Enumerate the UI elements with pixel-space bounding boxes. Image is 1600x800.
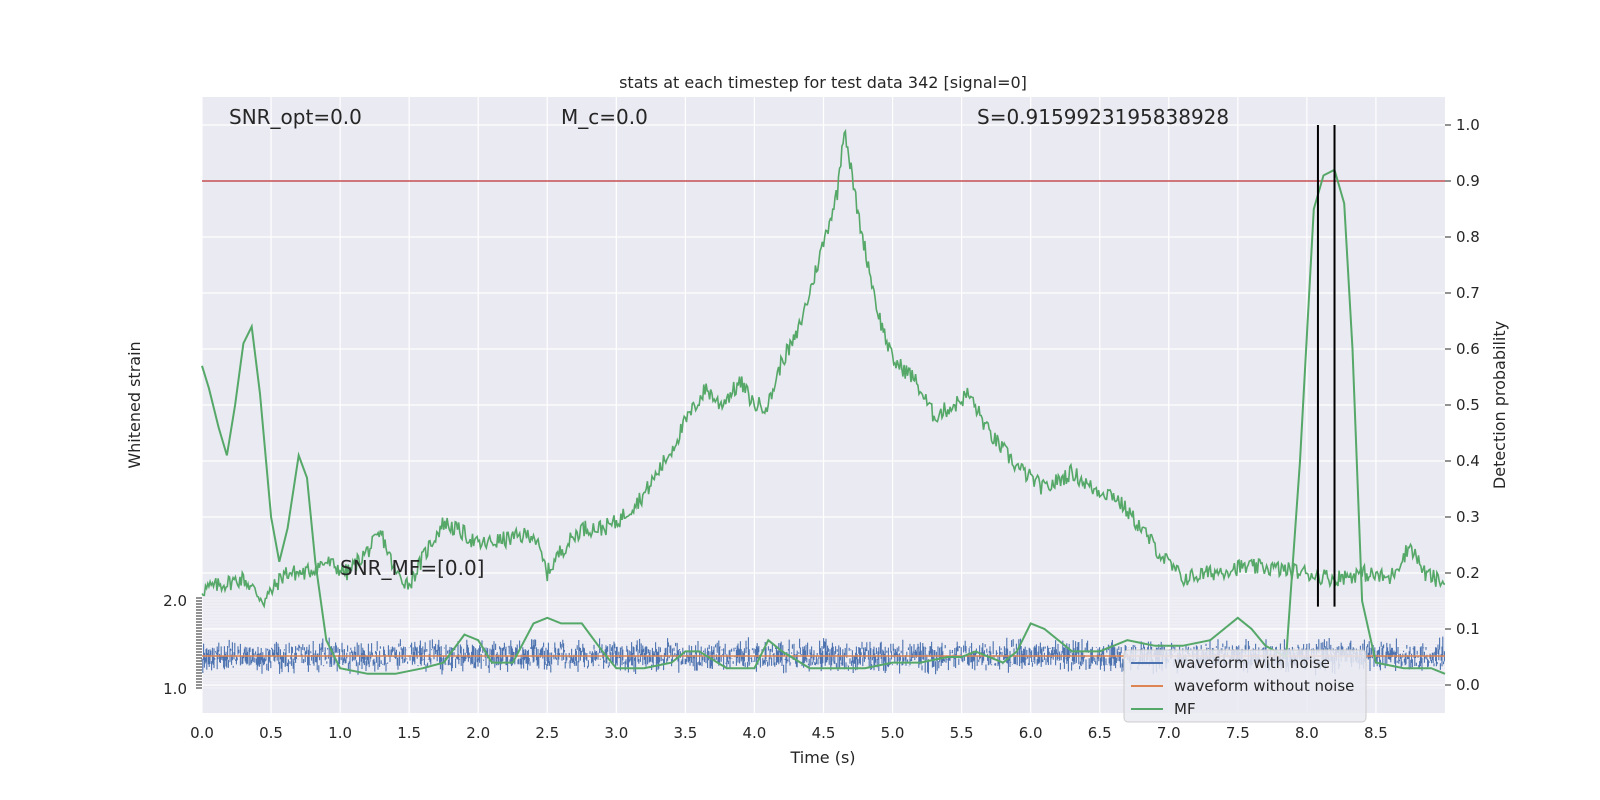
x-tick-label: 4.0: [743, 724, 767, 742]
x-axis-label: Time (s): [789, 748, 855, 767]
right-tick-label: 0.9: [1456, 172, 1480, 190]
x-tick-label: 3.5: [673, 724, 697, 742]
right-tick-label: 0.4: [1456, 452, 1480, 470]
x-tick-label: 0.0: [190, 724, 214, 742]
left-axis-label: Whitened strain: [125, 341, 144, 468]
x-tick-label: 0.5: [259, 724, 283, 742]
annotation-mc: M_c=0.0: [561, 105, 648, 129]
x-tick-label: 1.0: [328, 724, 352, 742]
vertical-markers: [1316, 125, 1336, 607]
left-tick-top: 2.0: [163, 592, 187, 610]
annotation-s: S=0.9159923195838928: [977, 105, 1229, 129]
right-tick-label: 0.6: [1456, 340, 1480, 358]
right-axis-label: Detection probability: [1490, 321, 1509, 489]
x-tick-label: 2.0: [466, 724, 490, 742]
annotation-snr-mf: SNR_MF=[0.0]: [340, 556, 484, 580]
x-tick-label: 8.0: [1295, 724, 1319, 742]
right-axis-ticks: 0.0 0.1 0.2 0.3 0.4 0.5 0.6 0.7 0.8 0.9 1.0: [1445, 116, 1480, 694]
x-tick-label: 7.0: [1157, 724, 1181, 742]
x-tick-label: 3.0: [604, 724, 628, 742]
right-tick-label: 0.8: [1456, 228, 1480, 246]
x-tick-label: 7.5: [1226, 724, 1250, 742]
x-tick-label: 4.5: [812, 724, 836, 742]
right-tick-label: 0.7: [1456, 284, 1480, 302]
right-tick-label: 0.2: [1456, 564, 1480, 582]
x-tick-label: 5.0: [881, 724, 905, 742]
x-tick-label: 6.5: [1088, 724, 1112, 742]
right-tick-label: 0.5: [1456, 396, 1480, 414]
x-tick-label: 2.5: [535, 724, 559, 742]
legend-label-waveform-with-noise: waveform with noise: [1174, 654, 1330, 672]
left-tick-bottom: 1.0: [163, 680, 187, 698]
x-tick-label: 5.5: [950, 724, 974, 742]
legend-label-waveform-without-noise: waveform without noise: [1174, 677, 1354, 695]
chart-title: stats at each timestep for test data 342…: [619, 73, 1027, 92]
series-detection-probability-line: [201, 128, 1446, 609]
right-tick-label: 1.0: [1456, 116, 1480, 134]
x-tick-label: 8.5: [1364, 724, 1388, 742]
annotation-snr-opt: SNR_opt=0.0: [229, 105, 362, 129]
right-tick-label: 0.3: [1456, 508, 1480, 526]
x-tick-label: 6.0: [1019, 724, 1043, 742]
legend-label-mf: MF: [1174, 700, 1196, 718]
x-tick-label: 1.5: [397, 724, 421, 742]
legend-box: [1123, 649, 1367, 723]
x-axis-ticks: 0.0 0.5 1.0 1.5 2.0 2.5 3.0 3.5 4.0 4.5 5.0 5.5 6.0 6…: [190, 724, 1388, 742]
legend: waveform with noise waveform without noi…: [1123, 649, 1367, 723]
right-tick-label: 0.0: [1456, 676, 1480, 694]
series-mf-line: [201, 168, 1446, 675]
right-tick-label: 0.1: [1456, 620, 1480, 638]
